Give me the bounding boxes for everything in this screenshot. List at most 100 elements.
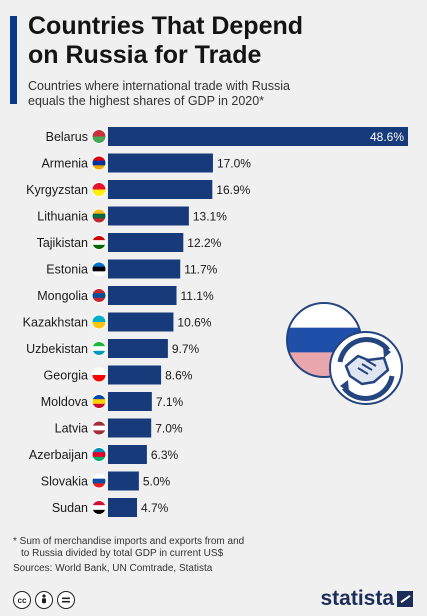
- flag-sudan-icon: [92, 500, 106, 515]
- exchange-arrowhead-top-icon: [383, 346, 391, 358]
- attribution-icon[interactable]: [35, 591, 53, 609]
- flag-latvia-icon: [92, 421, 106, 435]
- handshake-icon: [344, 354, 390, 386]
- category-label-mongolia: Mongolia: [37, 289, 88, 303]
- subtitle-line-2: equals the highest shares of GDP in 2020…: [28, 94, 265, 108]
- bar-sudan: [108, 498, 138, 517]
- title-line-2: on Russia for Trade: [28, 41, 262, 69]
- bar-latvia: [108, 418, 152, 438]
- category-label-tajikistan: Tajikistan: [37, 236, 88, 250]
- value-label-sudan: 4.7%: [141, 501, 169, 515]
- category-label-slovakia: Slovakia: [41, 475, 88, 489]
- bar-georgia: [108, 365, 162, 385]
- value-label-tajikistan: 12.2%: [187, 236, 221, 250]
- value-label-belarus: 48.6%: [370, 130, 404, 144]
- category-label-estonia: Estonia: [46, 263, 88, 277]
- flag-border-estonia: [91, 261, 107, 277]
- footer-bar: cc statista: [0, 585, 427, 616]
- flag-azerbaijan-icon: [92, 447, 106, 462]
- flag-estonia-icon: [92, 262, 106, 276]
- value-label-slovakia: 5.0%: [143, 475, 171, 489]
- value-label-kazakhstan: 10.6%: [177, 316, 211, 330]
- subtitle: Countries where international trade with…: [28, 79, 418, 109]
- bar-tajikistan: [108, 233, 184, 252]
- category-label-georgia: Georgia: [44, 369, 89, 383]
- bar-mongolia: [108, 286, 177, 305]
- flag-border-slovakia: [91, 473, 107, 489]
- value-label-azerbaijan: 6.3%: [151, 448, 179, 462]
- flag-border-kazakhstan: [91, 314, 107, 330]
- flag-border-georgia: [91, 367, 107, 383]
- exchange-arrow-bottom-icon: [342, 375, 395, 401]
- flag-border-lithuania: [91, 208, 107, 224]
- bar-armenia: [108, 153, 213, 173]
- value-label-moldova: 7.1%: [156, 395, 184, 409]
- sources-note: Sources: World Bank, UN Comtrade, Statis…: [13, 563, 213, 574]
- category-label-sudan: Sudan: [52, 501, 88, 515]
- bar-belarus: [108, 127, 408, 146]
- flag-moldova-icon: [92, 394, 106, 409]
- bar-lithuania: [108, 206, 189, 226]
- exchange-arrowhead-bottom-icon: [340, 380, 349, 392]
- flag-border-armenia: [91, 155, 107, 171]
- category-label-belarus: Belarus: [46, 130, 88, 144]
- value-label-armenia: 17.0%: [217, 157, 251, 171]
- footnote-line-1: * Sum of merchandise imports and exports…: [13, 536, 245, 547]
- page-title: Countries That Depend on Russia for Trad…: [28, 12, 418, 70]
- value-label-georgia: 8.6%: [165, 369, 193, 383]
- category-label-kyrgyzstan: Kyrgyzstan: [26, 183, 88, 197]
- flag-border-tajikistan: [91, 235, 107, 250]
- flag-border-moldova: [91, 394, 107, 409]
- flag-border-uzbekistan: [91, 341, 107, 356]
- bar-kazakhstan: [108, 312, 174, 332]
- value-label-mongolia: 11.1%: [181, 289, 214, 303]
- value-label-estonia: 11.7%: [184, 263, 217, 277]
- flag-belarus-icon: [92, 129, 106, 144]
- cc-icon[interactable]: cc: [13, 591, 31, 609]
- category-label-uzbekistan: Uzbekistan: [26, 342, 88, 356]
- value-label-kyrgyzstan: 16.9%: [216, 183, 250, 197]
- flag-georgia-icon: [92, 368, 106, 382]
- value-label-lithuania: 13.1%: [193, 210, 227, 224]
- bar-kyrgyzstan: [108, 180, 213, 199]
- subtitle-line-1: Countries where international trade with…: [28, 79, 290, 93]
- bar-chart: Belarus 48.6% Armenia 17.0% Kyrgyzstan 16.9% L…: [23, 127, 408, 517]
- brand-name: statista: [320, 587, 394, 610]
- category-label-kazakhstan: Kazakhstan: [23, 316, 88, 330]
- flag-border-azerbaijan: [91, 447, 107, 462]
- no-derivatives-icon[interactable]: [57, 591, 75, 609]
- flag-kyrgyzstan-icon: [92, 182, 106, 197]
- flag-armenia-icon: [92, 156, 106, 170]
- flag-slovakia-icon: [92, 474, 106, 488]
- title-line-1: Countries That Depend: [28, 12, 304, 40]
- flag-border-mongolia: [91, 288, 107, 303]
- category-label-lithuania: Lithuania: [37, 210, 88, 224]
- flag-border-kyrgyzstan: [91, 182, 107, 197]
- flag-border-sudan: [91, 500, 107, 515]
- flag-border-latvia: [91, 420, 107, 436]
- value-label-uzbekistan: 9.7%: [172, 342, 200, 356]
- value-label-latvia: 7.0%: [155, 422, 183, 436]
- statista-logo[interactable]: statista: [320, 587, 413, 611]
- bar-uzbekistan: [108, 339, 168, 358]
- category-label-moldova: Moldova: [41, 395, 88, 409]
- handshake-fingers-icon: [357, 359, 377, 375]
- flag-kazakhstan-icon: [92, 315, 106, 329]
- category-label-latvia: Latvia: [55, 422, 88, 436]
- license-icons: cc: [13, 591, 75, 609]
- bar-moldova: [108, 392, 152, 411]
- bar-azerbaijan: [108, 445, 147, 464]
- footnote-line-2: to Russia divided by total GDP in curren…: [21, 548, 224, 559]
- footnote: * Sum of merchandise imports and exports…: [13, 536, 244, 560]
- flag-mongolia-icon: [92, 288, 106, 303]
- statista-mark-icon: [397, 591, 413, 607]
- title-accent-bar: [10, 16, 17, 104]
- bar-slovakia: [108, 471, 139, 491]
- flag-lithuania-icon: [92, 209, 106, 223]
- flag-border-belarus: [91, 129, 107, 144]
- exchange-arrow-top-icon: [337, 337, 390, 363]
- category-label-azerbaijan: Azerbaijan: [29, 448, 88, 462]
- bar-estonia: [108, 259, 181, 279]
- category-label-armenia: Armenia: [41, 157, 88, 171]
